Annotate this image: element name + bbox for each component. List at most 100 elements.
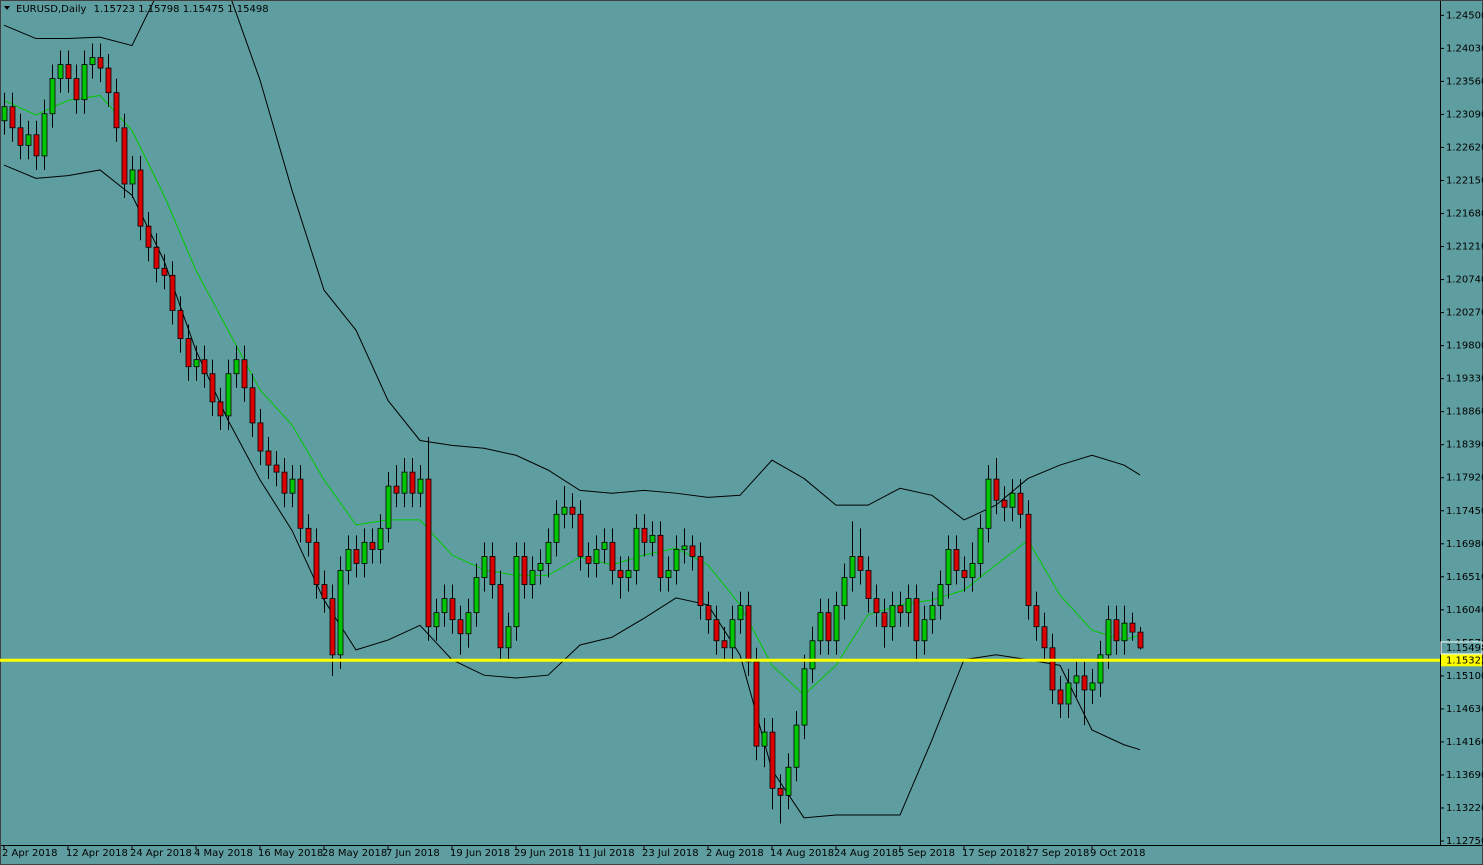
candle-body bbox=[697, 556, 704, 607]
candle-body bbox=[201, 359, 208, 375]
x-tick-label: 24 Apr 2018 bbox=[130, 848, 192, 859]
x-tick-label: 16 May 2018 bbox=[258, 848, 323, 859]
candle-body bbox=[121, 127, 128, 185]
symbol-title: EURUSD,Daily bbox=[16, 4, 87, 15]
candle-body bbox=[153, 246, 160, 269]
candle-body bbox=[761, 731, 768, 747]
candle-body bbox=[273, 464, 280, 473]
candle-body bbox=[281, 471, 288, 494]
candle-body bbox=[489, 556, 496, 585]
candle-body bbox=[849, 556, 856, 578]
candle-body bbox=[89, 57, 96, 65]
candle-body bbox=[473, 577, 480, 614]
candle-body bbox=[249, 387, 256, 424]
candle-body bbox=[297, 478, 304, 529]
y-tick-label: 1.22150 bbox=[1446, 175, 1483, 186]
candle-body bbox=[769, 731, 776, 789]
candle-body bbox=[441, 598, 448, 614]
y-tick-label: 1.24030 bbox=[1446, 43, 1483, 54]
candle-body bbox=[209, 373, 216, 403]
candle-body bbox=[689, 545, 696, 557]
y-tick-label: 1.14160 bbox=[1446, 737, 1483, 748]
candle-body bbox=[505, 626, 512, 649]
candle-body bbox=[385, 485, 392, 529]
high-value: 1.15798 bbox=[138, 4, 179, 15]
y-tick-label: 1.12750 bbox=[1446, 836, 1483, 847]
candle-body bbox=[537, 563, 544, 571]
candle-body bbox=[1121, 622, 1128, 642]
y-tick-label: 1.16040 bbox=[1446, 605, 1483, 616]
candle-body bbox=[241, 359, 248, 389]
candle-body bbox=[553, 513, 560, 543]
candle-body bbox=[169, 274, 176, 311]
candle-body bbox=[825, 612, 832, 642]
candle-body bbox=[289, 478, 296, 494]
candle-body bbox=[57, 64, 64, 79]
band-line bbox=[3, 0, 1141, 521]
candle-body bbox=[673, 549, 680, 571]
candle-body bbox=[193, 359, 200, 368]
candle-body bbox=[1081, 675, 1088, 691]
candle-body bbox=[1033, 605, 1040, 628]
candle-body bbox=[569, 506, 576, 515]
candle-body bbox=[617, 570, 624, 578]
x-tick-label: 11 Jul 2018 bbox=[578, 848, 635, 859]
candle-body bbox=[345, 549, 352, 571]
x-tick-label: 2 Apr 2018 bbox=[2, 848, 57, 859]
y-tick-label: 1.23560 bbox=[1446, 76, 1483, 87]
candle-body bbox=[65, 64, 72, 79]
y-tick-label: 1.18390 bbox=[1446, 440, 1483, 451]
candle-body bbox=[961, 570, 968, 578]
x-tick-label: 14 Aug 2018 bbox=[770, 848, 834, 859]
candle-body bbox=[1, 106, 8, 122]
candle-body bbox=[1137, 631, 1144, 649]
y-tick-label: 1.13690 bbox=[1446, 770, 1483, 781]
candle-body bbox=[985, 478, 992, 529]
candle-body bbox=[1017, 492, 1024, 515]
candle-body bbox=[225, 373, 232, 417]
x-tick-label: 29 Jun 2018 bbox=[514, 848, 574, 859]
candle-body bbox=[305, 527, 312, 543]
y-tick-label: 1.15100 bbox=[1446, 671, 1483, 682]
candle-body bbox=[657, 534, 664, 578]
candle-body bbox=[601, 541, 608, 550]
candle-body bbox=[369, 541, 376, 550]
y-tick-label: 1.13220 bbox=[1446, 803, 1483, 814]
candle-body bbox=[481, 556, 488, 578]
candle-body bbox=[561, 506, 568, 515]
candle-body bbox=[881, 612, 888, 628]
candle-body bbox=[625, 570, 632, 578]
y-tick-label: 1.23090 bbox=[1446, 109, 1483, 120]
candle-body bbox=[1105, 619, 1112, 656]
candle-body bbox=[33, 134, 40, 157]
candle-body bbox=[945, 549, 952, 585]
price-label-box bbox=[1440, 641, 1483, 655]
candle-body bbox=[545, 541, 552, 564]
y-tick-label: 1.17920 bbox=[1446, 473, 1483, 484]
candle-body bbox=[401, 471, 408, 494]
menu-arrow[interactable] bbox=[4, 6, 10, 10]
level-label: 1.15322 bbox=[1446, 655, 1483, 666]
candle-body bbox=[1009, 492, 1016, 508]
candle-body bbox=[521, 556, 528, 585]
candle-body bbox=[977, 527, 984, 564]
candle-body bbox=[497, 584, 504, 649]
candle-body bbox=[1057, 689, 1064, 705]
y-tick-label: 1.17450 bbox=[1446, 506, 1483, 517]
candle-body bbox=[233, 359, 240, 375]
candle-body bbox=[1097, 654, 1104, 684]
candle-body bbox=[705, 605, 712, 621]
y-tick-label: 1.22620 bbox=[1446, 142, 1483, 153]
candle-body bbox=[889, 605, 896, 628]
candle-body bbox=[321, 584, 328, 599]
candle-body bbox=[137, 169, 144, 227]
candle-body bbox=[993, 478, 1000, 501]
candle-body bbox=[393, 485, 400, 494]
y-tick-label: 1.20270 bbox=[1446, 308, 1483, 319]
candle-body bbox=[1049, 647, 1056, 691]
candle-body bbox=[145, 225, 152, 248]
candle-body bbox=[257, 422, 264, 452]
candle-body bbox=[465, 612, 472, 635]
